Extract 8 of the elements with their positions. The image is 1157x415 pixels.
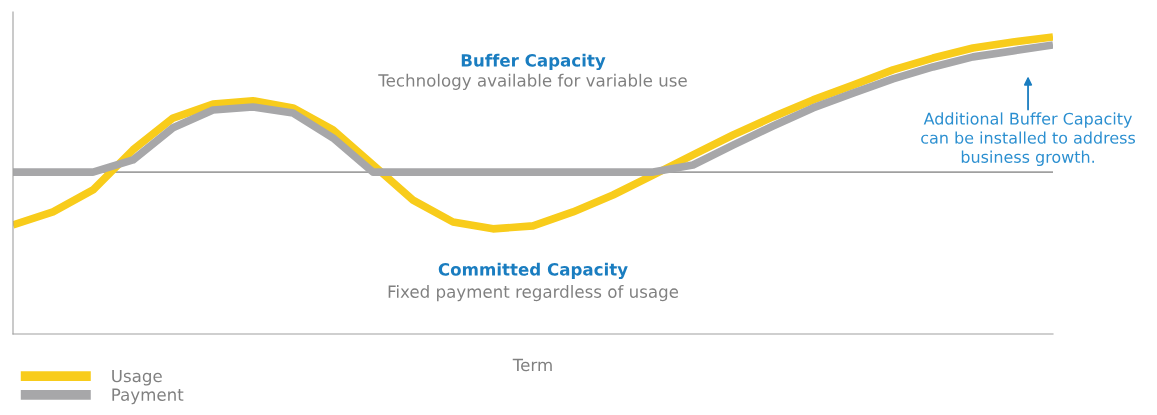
annotation: Technology available for variable use bbox=[378, 73, 687, 90]
legend-label: Payment bbox=[112, 388, 184, 405]
annotation: Additional Buffer Capacity can be installed to address business growth. bbox=[921, 112, 1136, 167]
legend-label: Usage bbox=[112, 369, 162, 386]
annotation: Buffer Capacity bbox=[461, 53, 606, 71]
annotation: Committed Capacity bbox=[438, 262, 628, 280]
annotation: Fixed payment regardless of usage bbox=[388, 285, 679, 302]
x-axis-title: Term bbox=[512, 358, 552, 372]
